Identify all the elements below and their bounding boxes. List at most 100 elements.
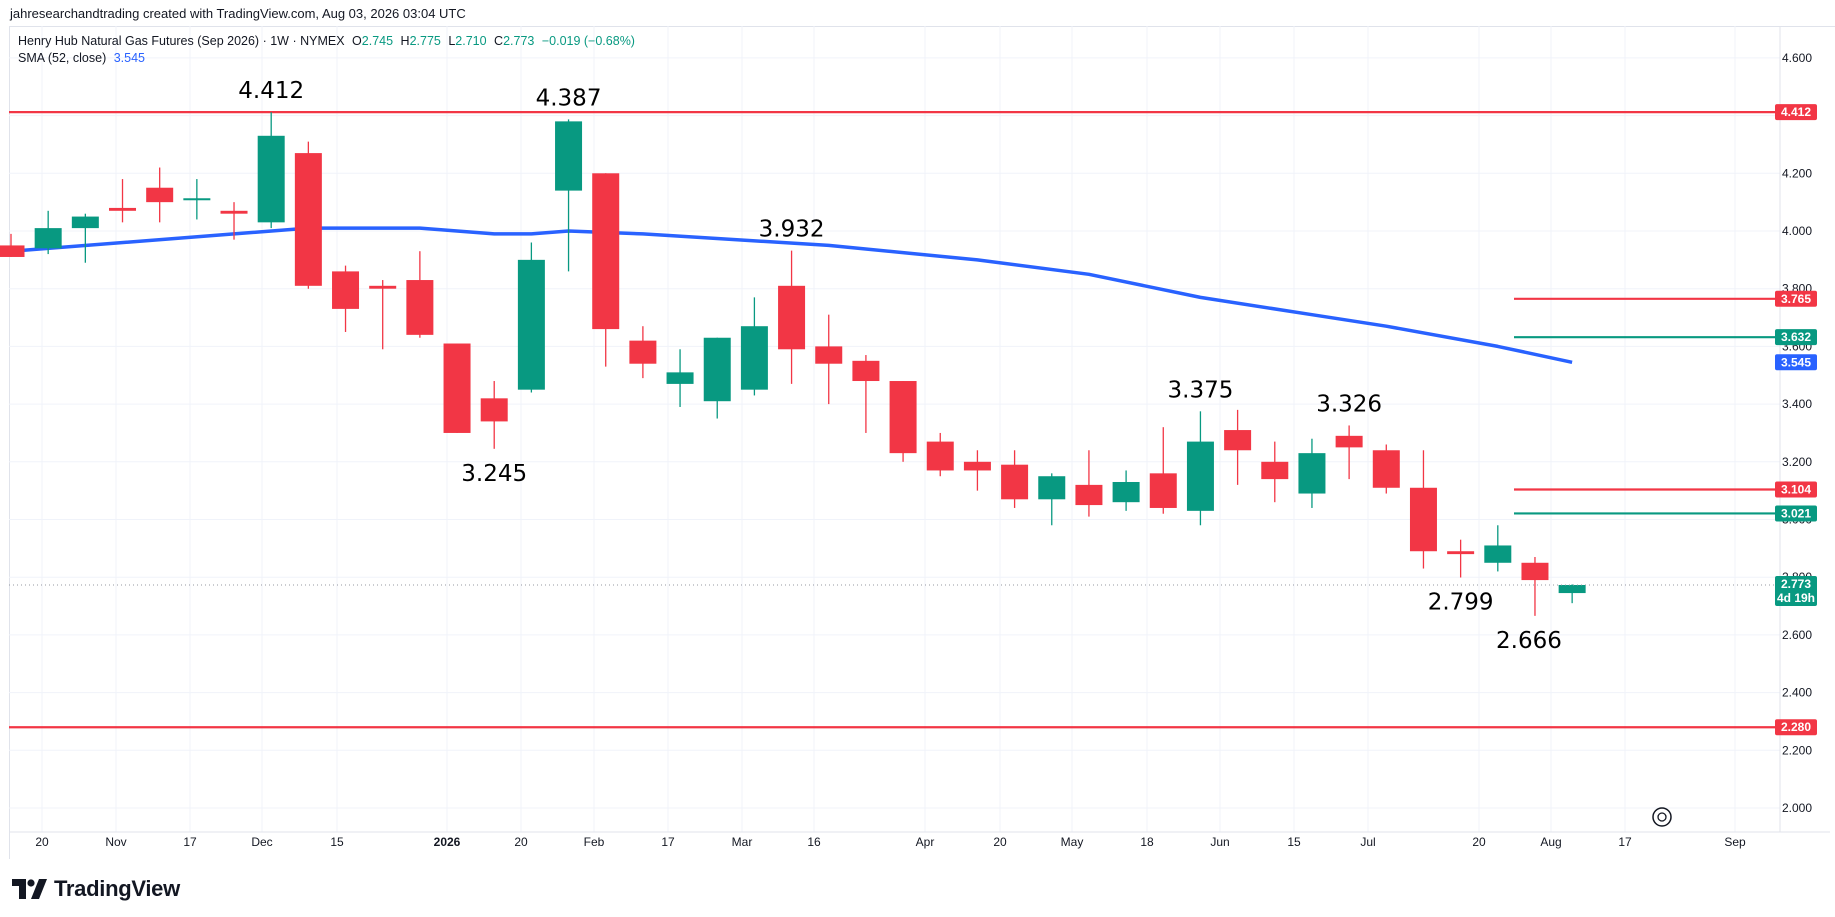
tradingview-logo-icon [12, 879, 47, 899]
x-tick-label: 17 [661, 835, 675, 849]
candle-down [629, 340, 657, 364]
y-tick-label: 2.400 [1782, 686, 1812, 700]
candle-down [1521, 562, 1549, 581]
price-annotation: 2.799 [1428, 589, 1494, 615]
candle-down [220, 210, 248, 214]
price-axis-tag [1775, 481, 1817, 498]
y-tick-label: 4.200 [1782, 166, 1812, 180]
candle-down [332, 271, 360, 309]
candle-up [703, 337, 731, 402]
candle-up [1038, 476, 1066, 500]
candle-up [740, 326, 768, 390]
candle-up [1112, 481, 1140, 503]
candle-down [1372, 450, 1400, 488]
x-tick-label: Apr [916, 835, 935, 849]
x-tick-label: 20 [1472, 835, 1486, 849]
x-tick-label: 15 [1287, 835, 1301, 849]
price-annotation: 3.245 [461, 461, 527, 487]
chart-frame[interactable] [9, 26, 1835, 859]
tradingview-logo[interactable]: TradingView [12, 876, 180, 902]
candle-down [1224, 430, 1252, 451]
price-axis-tag [1775, 575, 1817, 606]
x-tick-label: 17 [1618, 835, 1632, 849]
candle-up [71, 216, 99, 229]
price-axis-tag [1775, 290, 1817, 307]
price-annotation: 3.326 [1316, 391, 1382, 417]
y-tick-label: 3.400 [1782, 397, 1812, 411]
sma-legend-label: SMA (52, close) [18, 51, 107, 65]
legend-exchange: NYMEX [300, 34, 345, 48]
candle-up [34, 228, 62, 249]
x-tick-label: Feb [584, 835, 605, 849]
price-axis-tag-label: 2.773 [1781, 577, 1811, 591]
candle-down [1149, 473, 1177, 508]
candle-down [369, 285, 397, 289]
candle-up [183, 198, 211, 201]
candle-down [815, 346, 843, 364]
candle-down [1335, 435, 1363, 448]
price-axis-tag [1775, 104, 1817, 121]
y-tick-label: 2.200 [1782, 743, 1812, 757]
x-tick-label: Jun [1210, 835, 1229, 849]
candle-down [0, 245, 25, 257]
y-tick-label: 3.200 [1782, 455, 1812, 469]
price-axis-tag-label: 3.021 [1781, 506, 1811, 520]
candle-down [778, 285, 806, 350]
legend-interval: 1W [270, 34, 289, 48]
price-axis-tag-countdown: 4d 19h [1777, 591, 1815, 605]
candle-up [555, 121, 583, 191]
price-axis-tag [1775, 505, 1817, 522]
symbol-legend: Henry Hub Natural Gas Futures (Sep 2026)… [18, 34, 635, 48]
x-tick-label: 2026 [434, 835, 461, 849]
candle-up [1298, 453, 1326, 494]
candle-down [443, 343, 471, 433]
scroll-to-realtime-icon[interactable] [1652, 807, 1672, 827]
legend-high-value: 2.775 [409, 34, 441, 48]
legend-close-label: C [494, 34, 504, 48]
legend-open-label: O [352, 34, 362, 48]
candle-up [1186, 441, 1214, 511]
price-annotation: 2.666 [1496, 628, 1562, 654]
sma-legend: SMA (52, close) 3.545 [18, 51, 145, 65]
sma-line [10, 226, 1573, 365]
x-tick-label: Sep [1724, 835, 1746, 849]
legend-high-label: H [400, 34, 410, 48]
price-axis-tag-label: 3.545 [1781, 355, 1811, 369]
legend-low-value: 2.710 [455, 34, 487, 48]
legend-symbol: Henry Hub Natural Gas Futures (Sep 2026) [18, 34, 260, 48]
candle-down [1075, 484, 1103, 506]
x-tick-label: Nov [105, 835, 126, 849]
price-axis-tag-label: 4.412 [1781, 105, 1811, 119]
x-tick-label: Dec [251, 835, 272, 849]
scroll-to-realtime-icon-inner [1657, 812, 1667, 822]
candle-up [257, 135, 285, 223]
candle-up [666, 372, 694, 384]
legend-change: −0.019 (−0.68%) [541, 34, 635, 48]
x-tick-label: 20 [514, 835, 528, 849]
legend-open-value: 2.745 [361, 34, 394, 48]
x-tick-label: 20 [35, 835, 49, 849]
legend-close-value: 2.773 [503, 34, 535, 48]
y-tick-label: 4.000 [1782, 224, 1812, 238]
candle-up [1558, 584, 1586, 594]
candle-down [592, 173, 620, 330]
price-axis-tag [1775, 354, 1817, 371]
candle-down [406, 280, 434, 335]
chart-credit: jahresearchandtrading created with Tradi… [10, 6, 466, 21]
x-tick-label: 17 [183, 835, 197, 849]
x-tick-label: May [1061, 835, 1084, 849]
candle-down [852, 360, 880, 382]
price-annotation: 3.932 [759, 217, 825, 243]
sma-legend-value: 3.545 [113, 51, 145, 65]
y-tick-label: 2.000 [1782, 801, 1812, 815]
price-annotation: 4.412 [238, 78, 304, 104]
candle-down [1447, 551, 1475, 555]
price-axis-tag-label: 2.280 [1781, 720, 1811, 734]
candle-down [109, 207, 137, 211]
x-tick-label: 16 [807, 835, 821, 849]
price-axis-tag-label: 3.632 [1781, 330, 1811, 344]
x-tick-label: 18 [1140, 835, 1154, 849]
candle-down [146, 187, 174, 203]
candle-down [1261, 461, 1289, 480]
